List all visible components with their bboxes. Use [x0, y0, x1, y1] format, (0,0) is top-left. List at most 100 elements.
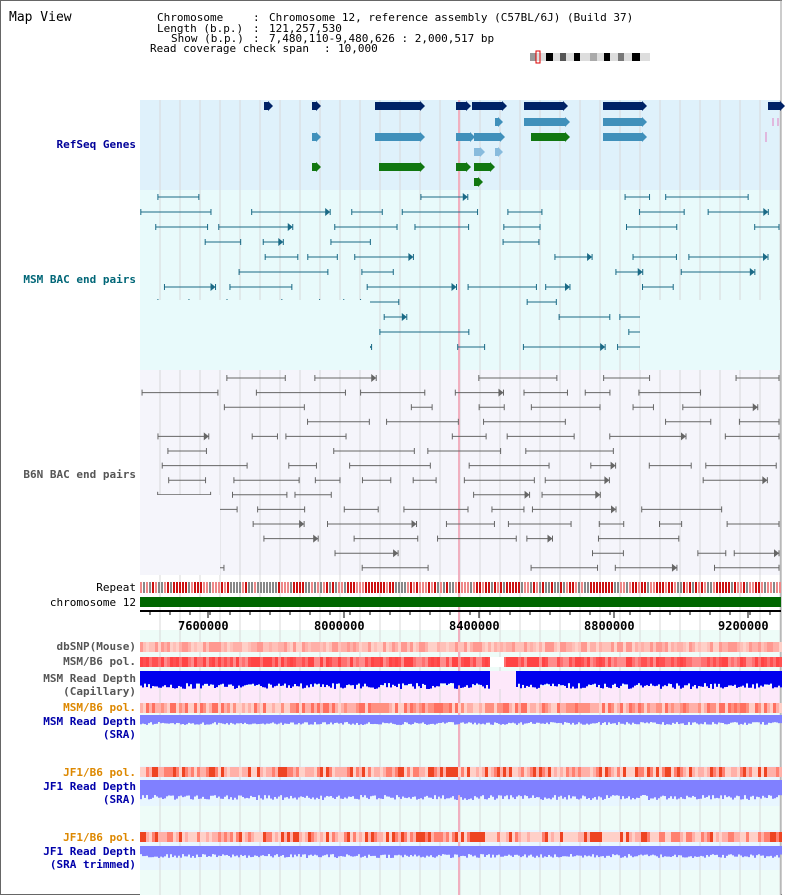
jf1-trimmed-depth: [776, 846, 778, 856]
msm-pol-heat-2: [410, 703, 413, 713]
dbsnp-heat: [557, 642, 560, 652]
msm-sra-depth: [522, 715, 524, 725]
msm-pol-heat: [476, 657, 479, 667]
jf1-trimmed-depth: [302, 846, 304, 855]
msm-pol-heat: [239, 657, 242, 667]
msm-capillary-depth: [670, 671, 672, 685]
msm-sra-depth: [592, 715, 594, 724]
msm-pol-heat: [251, 657, 254, 667]
jf1-sra-depth: [318, 780, 320, 800]
jf1-trimmed-depth: [388, 846, 390, 855]
jf1-sra-depth: [284, 780, 286, 798]
jf1-pol-heat: [725, 767, 728, 777]
dbsnp-heat: [365, 642, 368, 652]
jf1-trimmed-depth: [370, 846, 372, 857]
jf1-pol-heat: [758, 767, 761, 777]
dbsnp-heat: [719, 642, 722, 652]
msm-bac-end-pairs-label[interactable]: MSM BAC end pairs: [23, 273, 136, 286]
jf1-sra-depth: [150, 780, 152, 799]
jf1-trimmed-depth: [568, 846, 570, 857]
jf1-sra-depth: [700, 780, 702, 799]
jf1-pol-heat-2: [752, 832, 755, 842]
msm-capillary-depth: [178, 671, 180, 686]
jf1-trimmed-depth: [188, 846, 190, 855]
msm-sra-depth: [232, 715, 234, 724]
dbsnp-heat: [752, 642, 755, 652]
msm-pol-heat: [296, 657, 299, 667]
msm-capillary-depth: [570, 671, 572, 689]
msm-sra-depth: [312, 715, 314, 725]
msm-sra-depth: [216, 715, 218, 725]
b6n-bac-pair: [371, 374, 377, 382]
jf1-sra-depth: [378, 780, 380, 799]
msm-pol-heat: [512, 657, 515, 667]
jf1-pol-heat-2: [389, 832, 392, 842]
dbsnp-heat: [548, 642, 551, 652]
msm-pol-heat-2: [485, 703, 488, 713]
jf1-pol-heat: [194, 767, 197, 777]
msm-pol-heat: [410, 657, 413, 667]
msm-pol-heat-2: [446, 703, 449, 713]
msm-pol-heat: [191, 657, 194, 667]
msm-pol-heat-2: [494, 703, 497, 713]
dbsnp-heat: [479, 642, 482, 652]
msm-sra-depth: [172, 715, 174, 724]
jf1-trimmed-depth: [774, 846, 776, 857]
b6n-bac-end-pairs-label[interactable]: B6N BAC end pairs: [23, 468, 136, 481]
jf1-pol-heat: [761, 767, 764, 777]
msm-pol-heat-2: [293, 703, 296, 713]
jf1-sra-depth: [718, 780, 720, 799]
msm-capillary-depth: [206, 671, 208, 684]
msm-sra-depth: [574, 715, 576, 725]
jf1-trimmed-depth: [252, 846, 254, 857]
dbsnp-heat: [422, 642, 425, 652]
dbsnp-heat: [665, 642, 668, 652]
msm-pol-heat: [623, 657, 626, 667]
msm-pol-heat-2: [350, 703, 353, 713]
jf1-pol-heat-2: [302, 832, 305, 842]
jf1-pol-heat: [398, 767, 401, 777]
jf1-sra-depth: [456, 780, 458, 800]
msm-pol-heat-2: [710, 703, 713, 713]
msm-sra-depth: [198, 715, 200, 725]
jf1-trimmed-depth: [200, 846, 202, 857]
msm-sra-depth: [708, 715, 710, 725]
jf1-sra-depth: [352, 780, 354, 797]
jf1-sra-depth: [338, 780, 340, 796]
jf1-pol-heat-2: [218, 832, 221, 842]
msm-pol-heat-2: [386, 703, 389, 713]
msm-sra-depth: [186, 715, 188, 725]
jf1-trimmed-depth: [588, 846, 590, 856]
jf1-pol-heat: [518, 767, 521, 777]
jf1-trimmed-depth: [488, 846, 490, 855]
msm-capillary-depth: [398, 671, 400, 684]
msm-pol-heat: [173, 657, 176, 667]
msm-sra-depth: [498, 715, 500, 724]
jf1-pol-heat-2: [395, 832, 398, 842]
jf1-pol-heat-2: [167, 832, 170, 842]
msm-pol-heat: [167, 657, 170, 667]
dbsnp-heat: [473, 642, 476, 652]
jf1-pol-heat: [428, 767, 431, 777]
jf1-pol-heat: [203, 767, 206, 777]
msm-pol-heat-2: [380, 703, 383, 713]
jf1-sra-depth: [170, 780, 172, 796]
dbsnp-heat: [512, 642, 515, 652]
repeat-feature: [341, 582, 343, 593]
msm-pol-heat: [371, 657, 374, 667]
refseq-genes-label[interactable]: RefSeq Genes: [56, 138, 136, 151]
msm-pol-heat-2: [719, 703, 722, 713]
jf1-pol-heat: [332, 767, 335, 777]
jf1-pol-heat: [401, 767, 404, 777]
dbsnp-heat: [302, 642, 305, 652]
jf1-pol-heat: [722, 767, 725, 777]
jf1-sra-depth: [766, 780, 768, 799]
jf1-pol-heat: [362, 767, 365, 777]
msm-pol-heat: [569, 657, 572, 667]
jf1-trimmed-depth: [614, 846, 616, 856]
msm-sra-depth: [648, 715, 650, 724]
jf1-trimmed-depth: [542, 846, 544, 858]
msm-capillary-depth: [590, 671, 592, 686]
repeat-feature: [365, 582, 367, 593]
